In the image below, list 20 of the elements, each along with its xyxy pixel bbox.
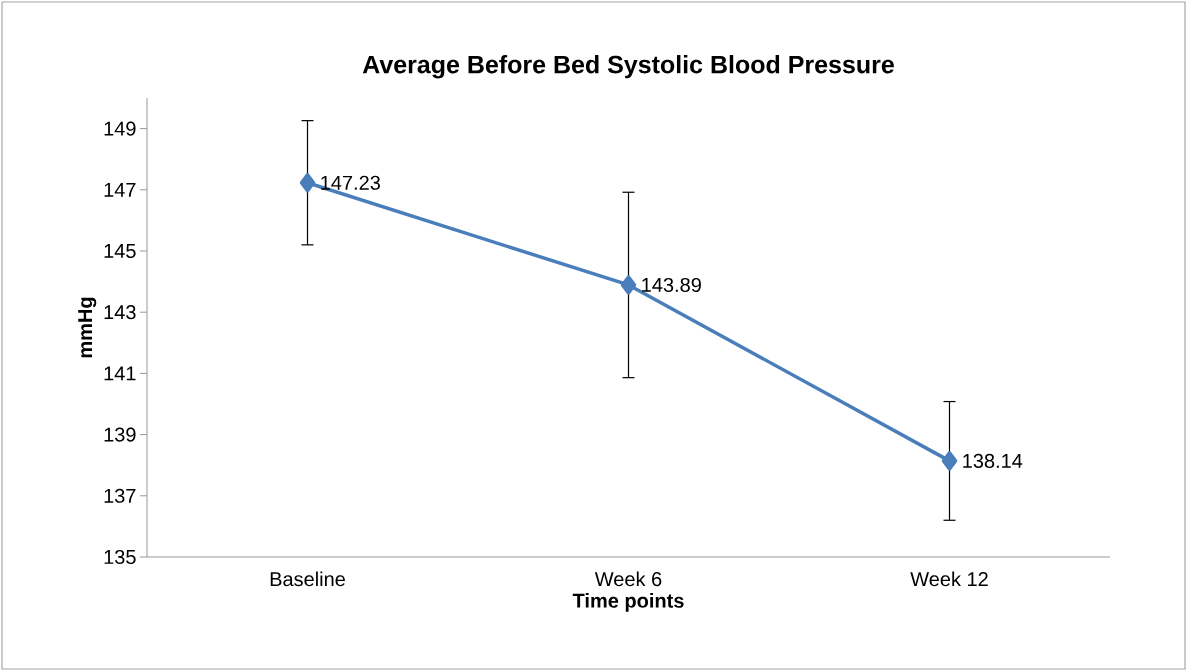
y-tick-label: 141	[104, 366, 136, 381]
point	[620, 275, 637, 295]
x-tick-label: Baseline	[270, 571, 345, 587]
x-tick-label: Week 6	[594, 571, 662, 587]
x-tick-label: Week 12	[910, 571, 988, 587]
y-tick-label: 143	[104, 305, 136, 320]
y-tick-label: 145	[104, 244, 136, 258]
y-tick-label: 135	[104, 549, 136, 565]
point	[941, 451, 958, 471]
y-tick-label: 139	[104, 427, 136, 442]
data-label: 147.23	[321, 175, 380, 190]
x-axis-title: Time points	[572, 593, 684, 612]
point	[299, 173, 316, 193]
data-label: 143.89	[642, 277, 701, 293]
data-label: 138.14	[963, 453, 1023, 468]
chart-title: Average Before Bed Systolic Blood Pressure	[362, 55, 894, 79]
y-tick-label: 149	[104, 121, 136, 136]
y-tick-label: 137	[104, 488, 136, 503]
y-tick-label: 147	[104, 182, 136, 197]
y-axis-title: mmHg	[78, 297, 97, 358]
